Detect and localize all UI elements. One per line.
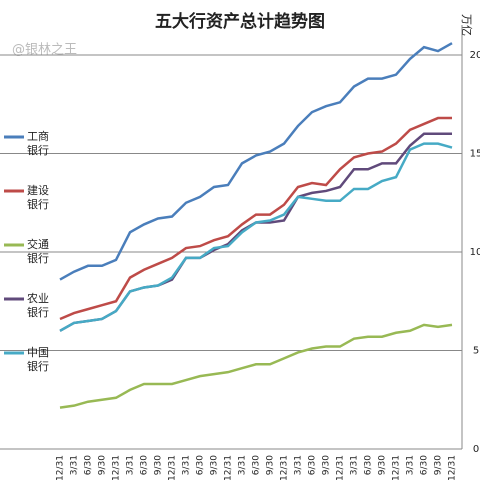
x-tick-label: 3/31: [126, 455, 136, 475]
y-tick-label: 0: [473, 444, 479, 455]
x-tick-label: 12/31: [392, 455, 402, 481]
x-tick-label: 12/31: [112, 455, 122, 481]
x-tick-label: 9/30: [266, 455, 276, 475]
x-tick-label: 3/31: [350, 455, 360, 475]
x-tick-label: 3/31: [70, 455, 80, 475]
legend-label: 中国银行: [27, 346, 49, 373]
x-tick-label: 12/31: [336, 455, 346, 481]
x-tick-label: 6/30: [252, 455, 262, 475]
x-tick-label: 9/30: [98, 455, 108, 475]
y-tick-label: 15: [470, 149, 480, 160]
x-tick-label: 3/31: [238, 455, 248, 475]
x-tick-label: 12/31: [280, 455, 290, 481]
y-tick-label: 10: [470, 247, 480, 258]
x-tick-label: 12/31: [56, 455, 66, 481]
x-tick-label: 3/31: [406, 455, 416, 475]
watermark: @银林之王: [12, 43, 77, 58]
x-tick-label: 6/30: [84, 455, 94, 475]
series-line: [59, 116, 452, 321]
x-tick-label: 6/30: [308, 455, 318, 475]
x-tick-label: 6/30: [364, 455, 374, 475]
y-tick-label: 20: [470, 50, 480, 61]
x-tick-label: 12/31: [448, 455, 458, 481]
series-line: [59, 142, 453, 332]
series-line: [59, 132, 452, 332]
legend-label: 农业银行: [27, 292, 49, 319]
series-line: [59, 42, 453, 281]
x-tick-label: 6/30: [140, 455, 150, 475]
x-tick-label: 9/30: [434, 455, 444, 475]
legend-label: 建设银行: [27, 184, 49, 211]
x-tick-label: 3/31: [294, 455, 304, 475]
legend-label: 交通银行: [27, 238, 49, 265]
y-axis-label: 万亿: [460, 14, 473, 36]
x-tick-label: 9/30: [322, 455, 332, 475]
x-tick-label: 9/30: [378, 455, 388, 475]
legend-label: 工商银行: [27, 130, 49, 157]
y-tick-label: 5: [473, 346, 479, 357]
series-line: [59, 323, 453, 409]
x-tick-label: 6/30: [196, 455, 206, 475]
x-tick-label: 3/31: [182, 455, 192, 475]
x-tick-label: 9/30: [210, 455, 220, 475]
x-tick-label: 9/30: [154, 455, 164, 475]
chart-title: 五大行资产总计趋势图: [155, 11, 325, 32]
x-tick-label: 12/31: [168, 455, 178, 481]
x-tick-label: 6/30: [420, 455, 430, 475]
x-tick-label: 12/31: [224, 455, 234, 481]
